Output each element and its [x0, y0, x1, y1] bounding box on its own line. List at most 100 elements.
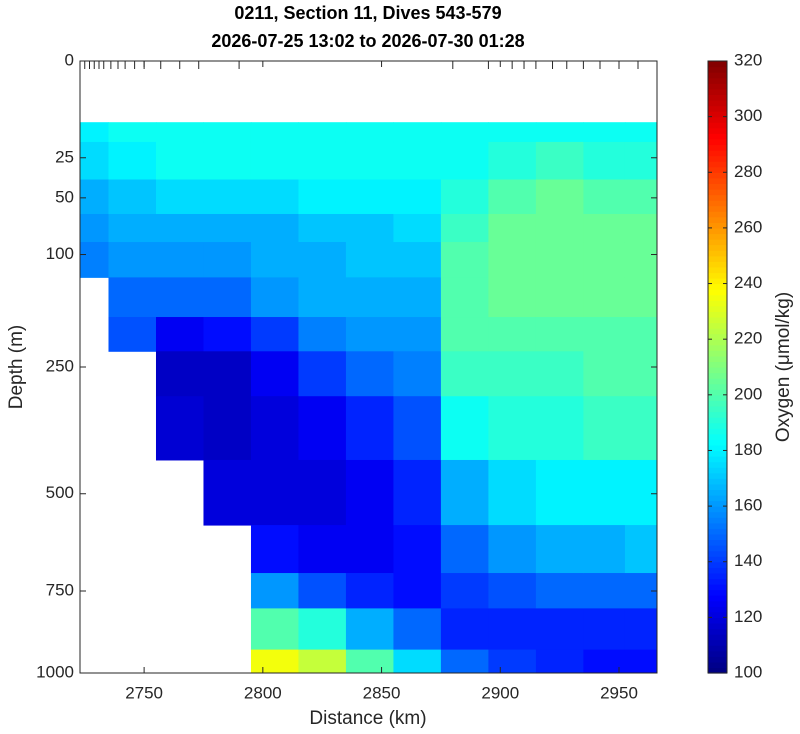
field-cell — [80, 214, 109, 243]
y-tick-label: 750 — [46, 580, 74, 599]
colorbar-segment — [708, 66, 727, 73]
colorbar-segment — [708, 667, 727, 674]
field-cell — [624, 649, 658, 674]
colorbar-segment — [708, 567, 727, 574]
field-cell — [535, 242, 584, 278]
field-cell — [488, 525, 537, 574]
field-cell — [535, 179, 584, 215]
colorbar-tick-label: 140 — [734, 551, 762, 570]
colorbar-frame — [707, 60, 728, 674]
colorbar-segment — [708, 194, 727, 201]
y-tick-label: 0 — [65, 50, 74, 69]
colorbar-label: Oxygen (μmol/kg) — [773, 292, 794, 442]
field-cell — [345, 179, 394, 215]
field-cell — [583, 649, 626, 674]
field-cell — [583, 179, 626, 215]
colorbar-segment — [708, 233, 727, 240]
field-cell — [440, 525, 489, 574]
colorbar-segment — [708, 494, 727, 502]
y-tick-label: 500 — [46, 483, 74, 502]
colorbar-segment — [708, 311, 727, 318]
colorbar-segment — [708, 328, 727, 335]
field-cell — [583, 459, 626, 526]
field-cell — [535, 351, 584, 397]
colorbar-segment — [708, 133, 727, 140]
colorbar-segment — [708, 88, 727, 95]
field-cell — [250, 317, 299, 352]
field-cell — [298, 573, 347, 609]
field-cell — [345, 608, 394, 651]
field-cell — [583, 277, 626, 318]
colorbar-segment — [708, 150, 727, 157]
colorbar-segment — [708, 545, 727, 552]
colorbar-segment — [708, 216, 727, 223]
field-cell — [583, 351, 626, 397]
field-cell — [345, 122, 394, 143]
field-cell — [250, 608, 299, 651]
field-cell — [624, 242, 658, 278]
field-cell — [535, 396, 584, 461]
field-cell — [535, 317, 584, 352]
colorbar-tick-label: 280 — [734, 162, 762, 181]
field-cell — [535, 141, 584, 181]
colorbar-segment — [708, 511, 727, 518]
colorbar-segment — [708, 600, 727, 607]
field-cell — [80, 141, 109, 181]
colorbar-segment — [708, 411, 727, 418]
field-cell — [440, 573, 489, 609]
field-cell — [393, 649, 442, 674]
field-cell — [440, 351, 489, 397]
field-cell — [298, 525, 347, 574]
field-cell — [440, 242, 489, 278]
colorbar-segment — [708, 528, 727, 535]
colorbar-segment — [708, 578, 727, 585]
colorbar-segment — [708, 227, 727, 235]
field-cell — [488, 649, 537, 674]
field-cell — [298, 179, 347, 215]
field-cell — [583, 242, 626, 278]
colorbar-segment — [708, 661, 727, 669]
field-cell — [155, 141, 204, 181]
field-cell — [440, 141, 489, 181]
y-tick-label: 50 — [55, 187, 74, 206]
field-cell — [155, 277, 204, 318]
field-cell — [203, 396, 252, 461]
colorbar-segment — [708, 628, 727, 635]
field-cell — [393, 317, 442, 352]
colorbar-segment — [708, 561, 727, 568]
field-cell — [345, 277, 394, 318]
field-cell — [155, 122, 204, 143]
field-cell — [583, 141, 626, 181]
colorbar-segment — [708, 333, 727, 340]
field-cell — [298, 608, 347, 651]
colorbar-tick-label: 240 — [734, 273, 762, 292]
field-cell — [440, 179, 489, 215]
field-cell — [345, 525, 394, 574]
colorbar-segment — [708, 656, 727, 663]
field-cell — [624, 525, 658, 574]
colorbar-segment — [708, 367, 727, 374]
colorbar-segment — [708, 222, 727, 229]
x-tick-label: 2950 — [600, 683, 638, 702]
colorbar-segment — [708, 517, 727, 524]
field-cell — [488, 608, 537, 651]
field-cell — [250, 573, 299, 609]
colorbar-segment — [708, 350, 727, 357]
field-cell — [393, 459, 442, 526]
colorbar-segment — [708, 111, 727, 118]
field-cell — [250, 459, 299, 526]
colorbar-segment — [708, 556, 727, 563]
field-cell — [488, 214, 537, 243]
field-cell — [250, 179, 299, 215]
field-cell — [488, 242, 537, 278]
field-cell — [345, 141, 394, 181]
colorbar-segment — [708, 400, 727, 407]
field-cell — [440, 649, 489, 674]
field-cell — [488, 122, 537, 143]
colorbar-segment — [708, 183, 727, 190]
colorbar-segment — [708, 372, 727, 379]
field-cell — [583, 608, 626, 651]
colorbar-tick-label: 220 — [734, 329, 762, 348]
field-cell — [393, 242, 442, 278]
field-cell — [535, 122, 584, 143]
